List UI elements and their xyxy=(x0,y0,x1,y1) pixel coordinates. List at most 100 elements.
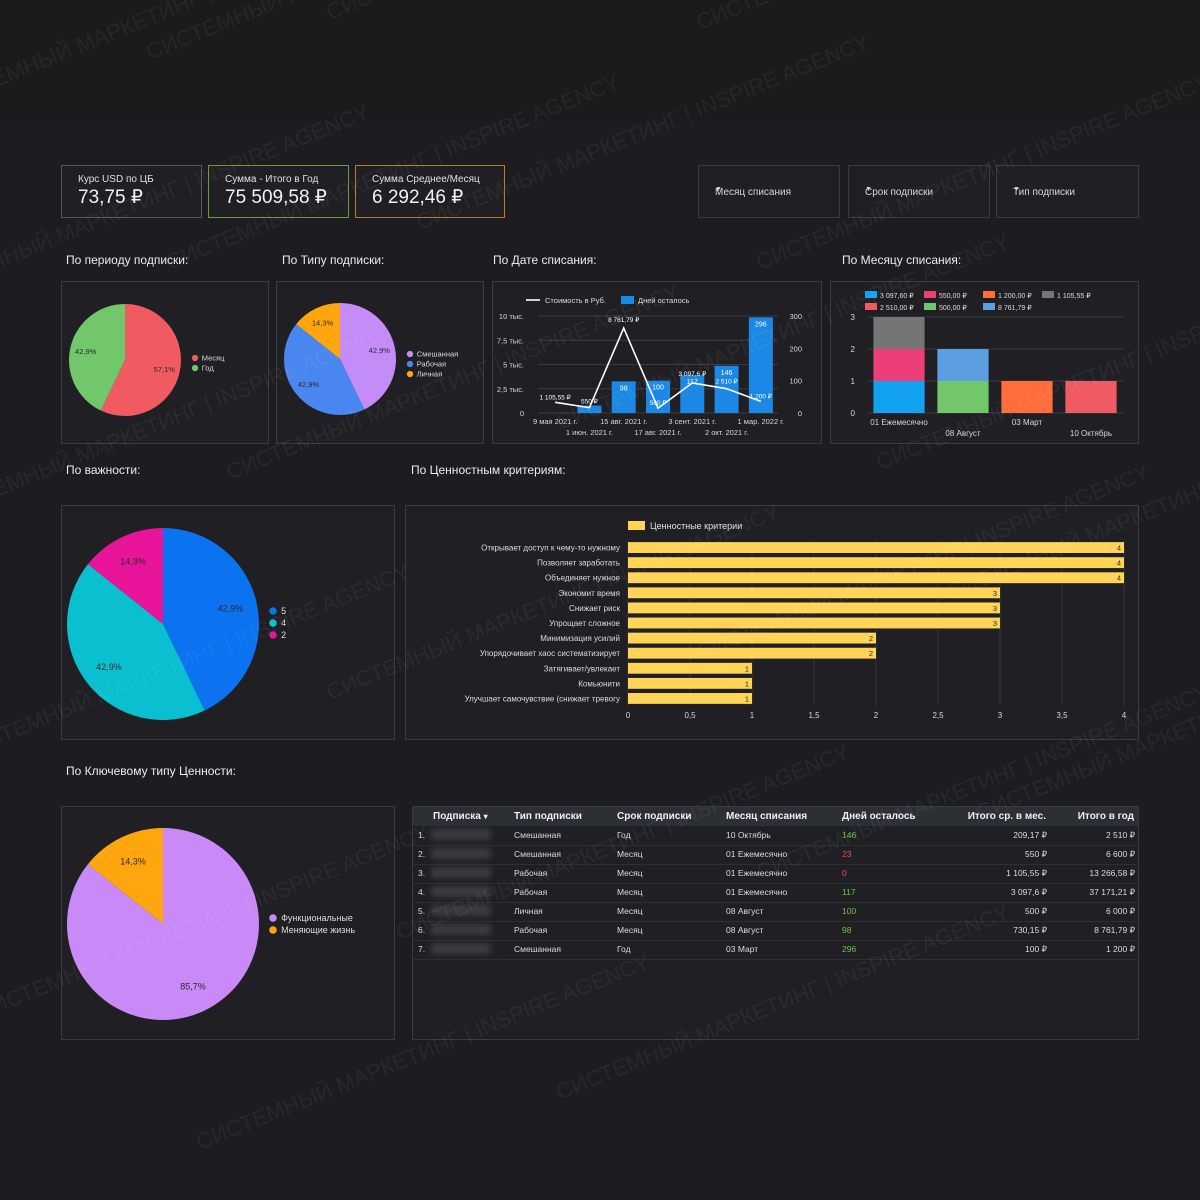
pie-slice-1 xyxy=(340,303,397,410)
col-header-year[interactable]: Итого в год xyxy=(1077,811,1134,822)
criteria-bar-7 xyxy=(628,632,876,644)
cell-days-left: 117 xyxy=(842,887,856,897)
legend-marker xyxy=(269,607,277,615)
pie-slice-label: 14,3% xyxy=(120,857,146,867)
table-row[interactable]: 7. Смешанная Год 03 Март 296 100 ₽ 1 200 ₽ xyxy=(413,940,1139,960)
line-data-label: 1 105,55 ₽ xyxy=(540,393,572,401)
month-stacked-bar-chart: 0 1 2 3 01 Ежемесячно 08 Август 03 Март 10 Октя… xyxy=(851,291,1123,438)
table-row[interactable]: 6. Рабочая Месяц 08 Август 98 730,15 ₽ 8 761,7… xyxy=(413,921,1139,941)
legend-marker xyxy=(628,521,645,530)
cell-type: Рабочая xyxy=(514,868,548,878)
cell-days-left: 98 xyxy=(842,925,852,935)
line-data-label: 500 ₽ xyxy=(650,399,668,407)
table-row[interactable]: 5. Личная Месяц 08 Август 100 500 ₽ 6 000 ₽ xyxy=(413,902,1139,922)
stacked-bar-segment xyxy=(1065,381,1117,413)
date-combo-chart: 0 2,5 тыс. 5 тыс. 7,5 тыс. 10 тыс. 0 100 200 300… xyxy=(497,296,802,437)
bar-data-label: 146 xyxy=(721,370,733,377)
line-data-label: 1 200 ₽ xyxy=(750,392,773,400)
criteria-bar-1 xyxy=(628,542,1124,553)
pie-slice-3 xyxy=(87,528,163,624)
x-tick-label: 08 Август xyxy=(945,429,981,438)
cell-avg-month: 3 097,6 ₽ xyxy=(1010,887,1047,897)
legend-label: Рабочая xyxy=(417,360,446,369)
cell-days-left: 146 xyxy=(842,830,857,840)
redacted-subscription-name xyxy=(431,848,491,859)
y-left-tick-label: 7,5 тыс. xyxy=(497,336,524,345)
date-bar-7 xyxy=(748,317,773,413)
kpi-value: 73,75 ₽ xyxy=(78,187,143,208)
bar-data-label: 98 xyxy=(620,385,628,392)
legend-label: Дней осталось xyxy=(638,296,689,305)
y-tick-label: Позволяет заработать xyxy=(537,559,620,568)
y-left-tick-label: 10 тыс. xyxy=(499,312,524,321)
line-data-label: 8 761,79 ₽ xyxy=(608,316,640,324)
y-left-tick-label: 5 тыс. xyxy=(503,361,524,370)
row-number: 4. xyxy=(418,887,426,897)
kpi-year-total: Сумма - Итого в Год 75 509,58 ₽ xyxy=(208,165,349,218)
cell-year-total: 13 266,58 ₽ xyxy=(1089,868,1135,878)
cell-year-total: 1 200 ₽ xyxy=(1105,944,1135,954)
cell-avg-month: 100 ₽ xyxy=(1025,944,1047,954)
cell-type: Смешанная xyxy=(514,849,561,859)
cell-days-left: 296 xyxy=(842,944,857,954)
bar-data-label: 4 xyxy=(1117,559,1121,568)
legend-marker xyxy=(1042,291,1054,298)
kpi-label: Курс USD по ЦБ xyxy=(78,174,154,185)
x-tick-label: 0,5 xyxy=(684,711,696,720)
stacked-bar-segment xyxy=(873,381,925,413)
chevron-down-icon: ▼ xyxy=(865,186,872,193)
legend-marker xyxy=(269,914,277,922)
col-header-subscription[interactable]: Подписка ▾ xyxy=(433,811,488,822)
filter-type-dropdown[interactable]: Тип подписки ▼ xyxy=(996,165,1139,218)
col-header-avg[interactable]: Итого ср. в мес. xyxy=(967,811,1046,822)
table-row[interactable]: 4. Рабочая Месяц 01 Ежемесячно 117 3 097,6 ₽ 3… xyxy=(413,883,1139,903)
legend-label: Меняющие жизнь xyxy=(281,925,355,935)
subscriptions-table: Подписка ▾ Тип подписки Срок подписки Ме… xyxy=(412,806,1139,1040)
redacted-subscription-name xyxy=(431,886,491,897)
filter-term-dropdown[interactable]: Срок подписки ▼ xyxy=(848,165,990,218)
bar-data-label: 1 xyxy=(745,679,749,688)
bar-data-label: 3 xyxy=(993,589,997,598)
x-tick-label: 2 окт. 2021 г. xyxy=(705,428,748,437)
table-row[interactable]: 2. Смешанная Месяц 01 Ежемесячно 23 550 ₽ 6 60… xyxy=(413,845,1139,865)
criteria-bar-11 xyxy=(628,693,752,704)
legend-label: Функциональные xyxy=(281,913,353,923)
cell-term: Месяц xyxy=(617,868,643,878)
kpi-label: Сумма Среднее/Месяц xyxy=(372,174,480,185)
x-tick-label: 0 xyxy=(626,711,631,720)
stacked-bar-segment xyxy=(937,381,989,413)
redacted-subscription-name xyxy=(431,829,491,840)
x-tick-label: 9 мая 2021 г. xyxy=(533,417,577,426)
cell-type: Смешанная xyxy=(514,944,561,954)
x-tick-label: 17 авг. 2021 г. xyxy=(634,428,681,437)
col-header-term[interactable]: Срок подписки xyxy=(617,811,692,822)
col-header-type[interactable]: Тип подписки xyxy=(514,811,582,822)
x-tick-label: 3,5 xyxy=(1056,711,1068,720)
legend-marker xyxy=(191,364,199,372)
y-tick-label: Затягивает/увлекает xyxy=(544,664,621,673)
legend-label: 2 510,00 ₽ xyxy=(880,304,914,312)
type-chart-panel: 42,9% 42,9% 14,3% Смешанная Рабочая Личная xyxy=(276,281,484,444)
line-data-label: 3 097,6 ₽ xyxy=(678,370,706,378)
col-header-month[interactable]: Месяц списания xyxy=(726,811,808,822)
legend-label: 1 200,00 ₽ xyxy=(998,292,1032,300)
row-number: 2. xyxy=(418,849,426,859)
bar-data-label: 3 xyxy=(993,619,997,628)
cell-type: Рабочая xyxy=(514,887,548,897)
cell-year-total: 37 171,21 ₽ xyxy=(1089,887,1135,897)
filter-month-dropdown[interactable]: Месяц списания ▼ xyxy=(698,165,840,218)
table-row[interactable]: 1. Смешанная Год 10 Октябрь 146 209,17 ₽ 2 510… xyxy=(413,826,1139,846)
cell-month: 10 Октябрь xyxy=(726,830,771,840)
pie-slice-2 xyxy=(68,304,125,411)
pie-slice-label: 14,3% xyxy=(312,319,334,328)
col-header-days[interactable]: Дней осталось xyxy=(842,811,916,822)
bar-data-label: 3 xyxy=(993,604,997,613)
importance-pie-chart: 42,9% 42,9% 14,3% 5 4 2 xyxy=(67,528,286,720)
y-tick-label: Экономит время xyxy=(559,589,621,598)
table-row[interactable]: 3. Рабочая Месяц 01 Ежемесячно 0 1 105,55 ₽ 13… xyxy=(413,864,1139,884)
cell-month: 01 Ежемесячно xyxy=(726,887,788,897)
kpi-month-average: Сумма Среднее/Месяц 6 292,46 ₽ xyxy=(355,165,505,218)
legend-label: Месяц xyxy=(202,354,225,363)
legend-label: 3 097,60 ₽ xyxy=(880,292,914,300)
y-left-tick-label: 2,5 тыс. xyxy=(497,385,524,394)
